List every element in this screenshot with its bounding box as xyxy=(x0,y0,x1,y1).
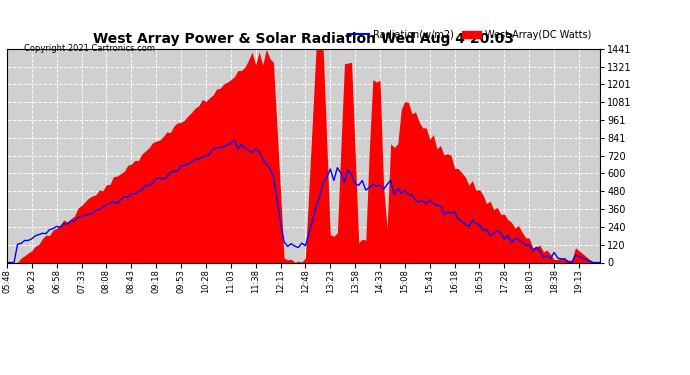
Legend: Radiation(w/m2), West Array(DC Watts): Radiation(w/m2), West Array(DC Watts) xyxy=(346,26,595,44)
Text: Copyright 2021 Cartronics.com: Copyright 2021 Cartronics.com xyxy=(24,44,155,52)
Title: West Array Power & Solar Radiation Wed Aug 4 20:03: West Array Power & Solar Radiation Wed A… xyxy=(93,32,514,46)
